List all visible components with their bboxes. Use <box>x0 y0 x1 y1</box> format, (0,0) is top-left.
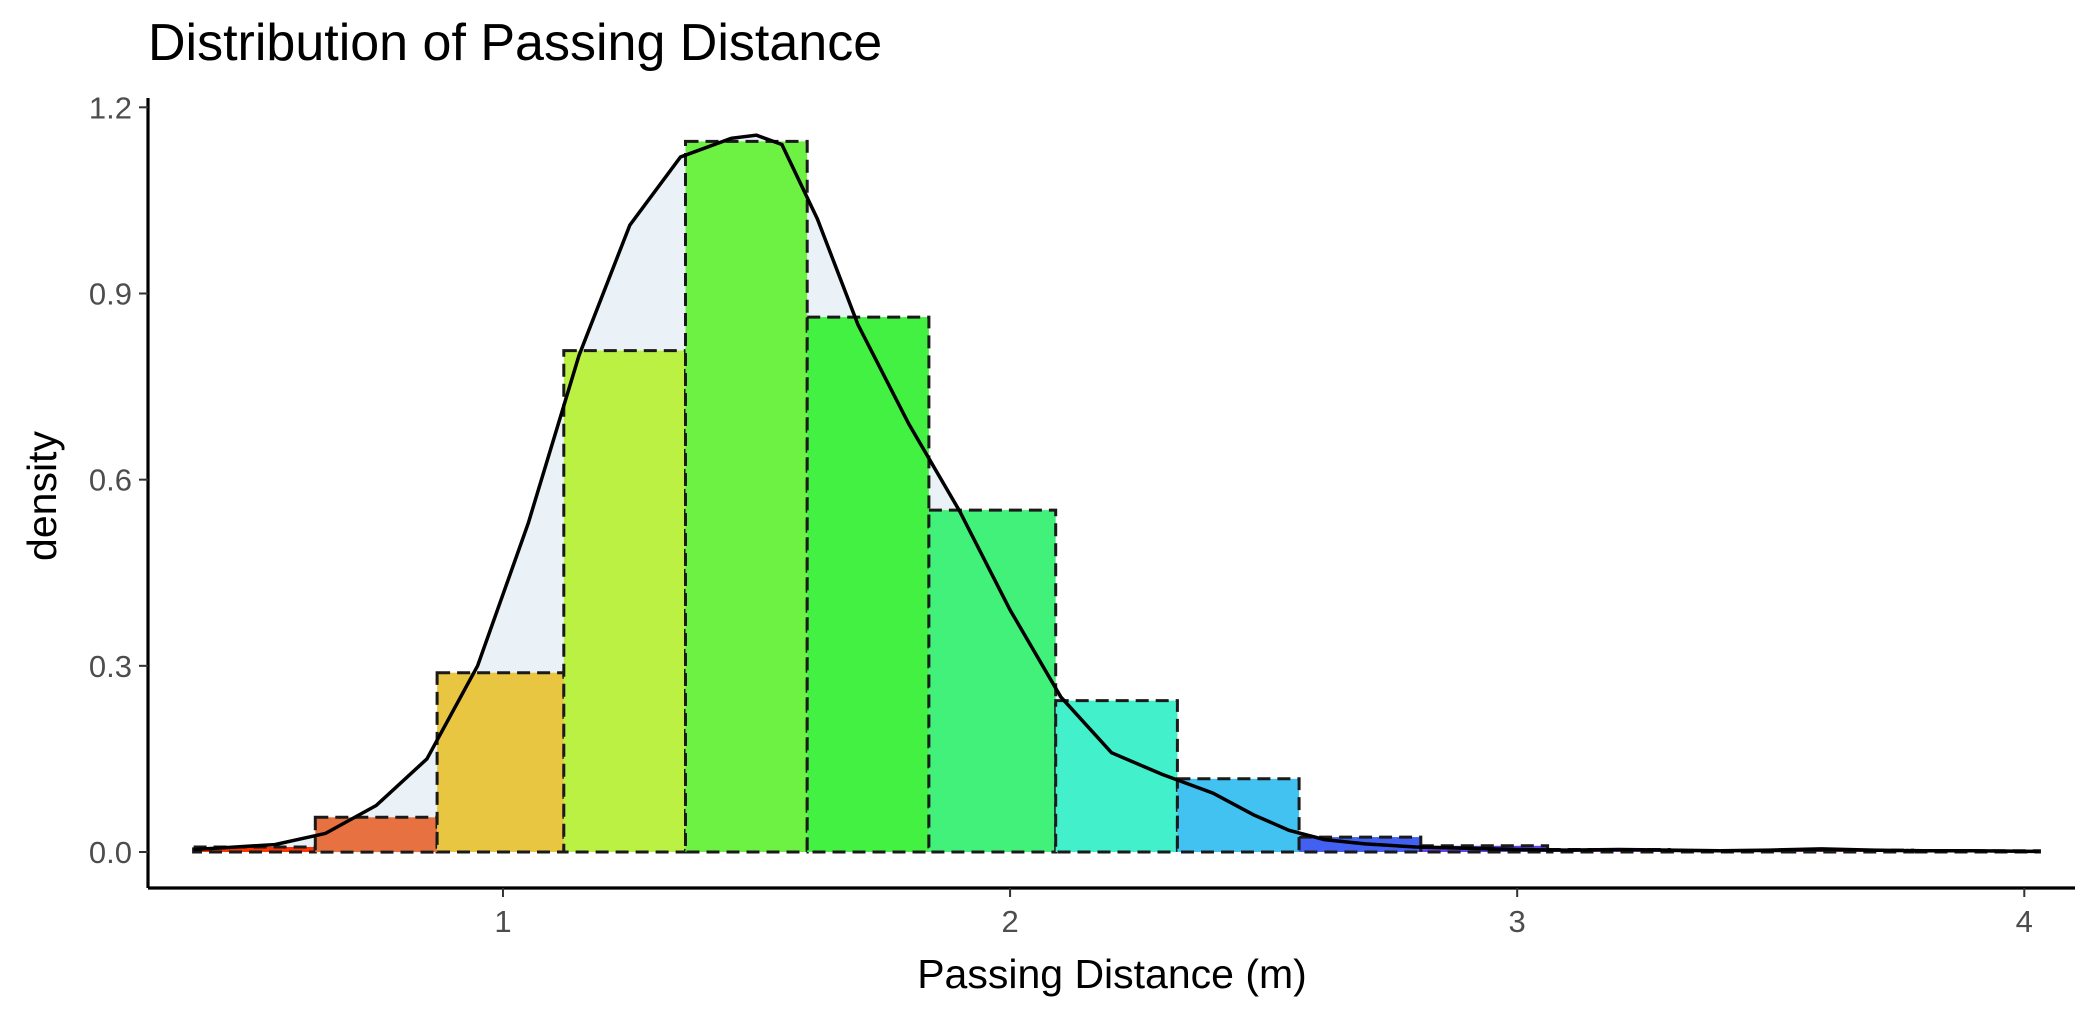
x-tick-label: 3 <box>1509 904 1526 939</box>
histogram-bar-5 <box>684 139 809 854</box>
histogram-bar-4 <box>562 349 687 854</box>
x-tick-label: 1 <box>494 904 511 939</box>
chart-title: Distribution of Passing Distance <box>148 14 882 72</box>
y-axis-title: density <box>19 431 65 561</box>
y-tick-label: 1.2 <box>89 90 132 125</box>
y-tick-label: 0.9 <box>89 276 132 311</box>
axes: 0.0 0.3 0.6 0.9 1.2 1 2 3 4 <box>89 90 2075 939</box>
histogram-bar-9 <box>1175 777 1301 854</box>
histogram-bar-8 <box>1054 699 1179 854</box>
histogram-bar-3 <box>435 671 566 854</box>
y-tick-label: 0.0 <box>89 835 132 870</box>
histogram-bar-7 <box>927 508 1058 854</box>
histogram-bar-6 <box>805 315 931 854</box>
plot-area <box>192 133 2041 854</box>
y-axis-ticks: 0.0 0.3 0.6 0.9 1.2 <box>89 90 148 870</box>
x-tick-label: 4 <box>2016 904 2033 939</box>
x-axis-ticks: 1 2 3 4 <box>494 888 2033 939</box>
density-curve <box>193 133 2040 854</box>
histogram-bar-2 <box>313 815 439 854</box>
y-tick-label: 0.6 <box>89 463 132 498</box>
y-tick-label: 0.3 <box>89 649 132 684</box>
histogram-bars <box>192 139 2041 854</box>
x-tick-label: 2 <box>1001 904 1018 939</box>
x-axis-title: Passing Distance (m) <box>917 951 1307 997</box>
